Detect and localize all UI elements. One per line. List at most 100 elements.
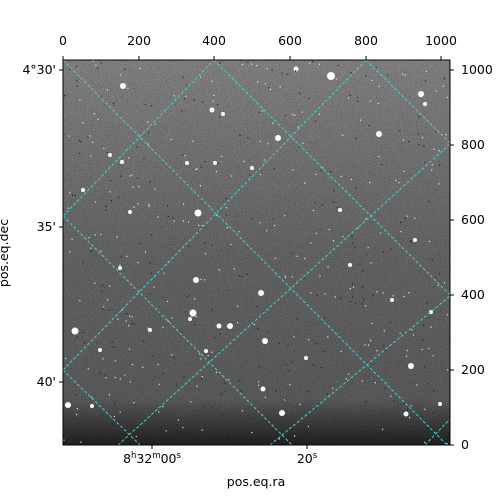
- noise-speck: [278, 438, 280, 440]
- noise-speck: [266, 68, 268, 70]
- top-tick-label: 0: [59, 33, 67, 48]
- noise-speck: [345, 378, 347, 380]
- noise-speck: [428, 347, 430, 350]
- noise-speck: [241, 275, 243, 278]
- noise-speck: [200, 278, 202, 281]
- noise-speck: [183, 98, 186, 100]
- noise-speck: [160, 427, 162, 429]
- noise-speck: [374, 382, 376, 384]
- noise-speck: [154, 123, 156, 125]
- noise-speck: [184, 155, 186, 157]
- noise-speck: [261, 110, 264, 112]
- noise-speck: [63, 338, 65, 340]
- noise-speck: [170, 138, 172, 141]
- noise-speck: [94, 282, 96, 284]
- noise-speck: [74, 195, 76, 197]
- noise-speck: [309, 62, 311, 64]
- star: [128, 210, 132, 214]
- noise-speck: [148, 205, 150, 207]
- noise-speck: [131, 316, 133, 318]
- noise-speck: [301, 111, 303, 113]
- star: [304, 356, 308, 360]
- star: [348, 263, 352, 267]
- noise-speck: [400, 231, 402, 233]
- noise-speck: [259, 174, 261, 176]
- noise-speck: [421, 348, 423, 351]
- noise-speck: [150, 105, 152, 107]
- noise-speck: [157, 216, 159, 218]
- noise-speck: [274, 257, 277, 259]
- noise-speck: [138, 432, 140, 435]
- noise-speck: [192, 140, 194, 142]
- noise-speck: [328, 228, 330, 231]
- noise-speck: [361, 303, 363, 305]
- noise-speck: [220, 393, 222, 395]
- noise-speck: [307, 425, 309, 428]
- noise-speck: [365, 218, 367, 220]
- noise-speck: [398, 182, 400, 184]
- noise-speck: [349, 94, 351, 96]
- noise-speck: [379, 232, 381, 234]
- noise-speck: [258, 381, 260, 383]
- noise-speck: [72, 194, 74, 196]
- noise-speck: [323, 351, 325, 353]
- noise-speck: [438, 273, 441, 275]
- noise-speck: [406, 215, 408, 217]
- noise-speck: [352, 286, 355, 288]
- noise-speck: [399, 130, 401, 132]
- noise-speck: [287, 364, 289, 366]
- noise-speck: [257, 384, 260, 386]
- noise-speck: [369, 181, 371, 184]
- noise-speck: [438, 183, 440, 185]
- noise-speck: [118, 196, 120, 198]
- noise-speck: [207, 355, 209, 357]
- noise-speck: [173, 95, 175, 97]
- noise-speck: [238, 231, 240, 233]
- noise-speck: [355, 187, 357, 189]
- noise-speck: [435, 276, 437, 278]
- noise-speck: [201, 429, 203, 431]
- noise-speck: [259, 140, 261, 142]
- noise-speck: [319, 229, 321, 231]
- noise-speck: [263, 159, 265, 161]
- noise-speck: [225, 207, 228, 209]
- star: [65, 402, 71, 408]
- noise-speck: [382, 428, 384, 430]
- star: [262, 338, 268, 344]
- noise-speck: [267, 143, 269, 145]
- noise-speck: [336, 429, 339, 431]
- noise-speck: [322, 167, 324, 169]
- star: [118, 266, 122, 270]
- noise-speck: [352, 242, 354, 244]
- noise-speck: [196, 385, 198, 387]
- noise-speck: [79, 99, 81, 101]
- noise-speck: [393, 399, 395, 401]
- noise-speck: [425, 70, 427, 72]
- noise-speck: [251, 63, 253, 65]
- noise-speck: [147, 121, 149, 123]
- noise-speck: [154, 188, 156, 190]
- noise-speck: [334, 296, 336, 298]
- noise-speck: [147, 425, 150, 427]
- noise-speck: [236, 215, 238, 217]
- noise-speck: [219, 333, 221, 335]
- star: [148, 328, 152, 332]
- noise-speck: [137, 262, 139, 264]
- noise-speck: [166, 300, 169, 302]
- noise-speck: [359, 263, 361, 265]
- star: [418, 91, 424, 97]
- noise-speck: [196, 168, 198, 170]
- noise-speck: [100, 233, 102, 235]
- noise-speck: [362, 269, 364, 271]
- noise-speck: [295, 70, 297, 72]
- noise-speck: [162, 372, 164, 374]
- noise-speck: [433, 412, 435, 414]
- noise-speck: [129, 175, 131, 177]
- noise-speck: [226, 227, 228, 229]
- noise-speck: [65, 357, 67, 360]
- noise-speck: [73, 416, 75, 419]
- noise-speck: [157, 363, 159, 365]
- noise-speck: [299, 403, 301, 405]
- noise-speck: [287, 344, 289, 346]
- right-tick-label: 400: [461, 286, 485, 302]
